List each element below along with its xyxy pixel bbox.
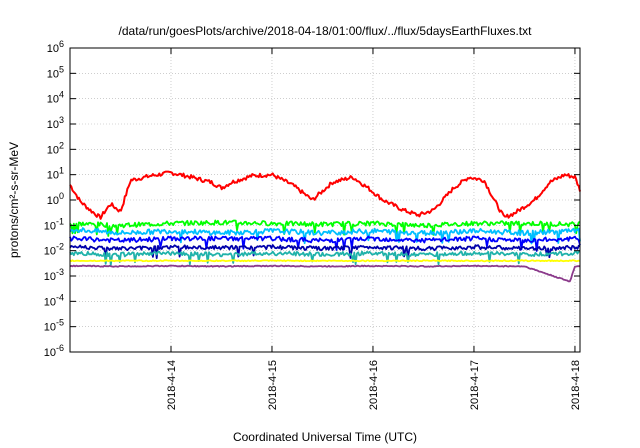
y-tick-label: 104: [47, 90, 64, 106]
chart-title: /data/run/goesPlots/archive/2018-04-18/0…: [119, 24, 533, 38]
y-tick-label: 103: [47, 115, 64, 131]
grid-lines: [70, 47, 580, 353]
x-tick-label: 2018-4-16: [368, 360, 380, 410]
y-tick-label: 102: [47, 140, 64, 156]
series-line: [69, 219, 581, 237]
y-axis-label: protons/cm²-s-sr-MeV: [7, 142, 21, 258]
x-axis-ticks: 2018-4-14 2018-4-15 2018-4-16 2018-4-17 2018…: [166, 48, 582, 410]
y-tick-label: 105: [47, 64, 64, 80]
x-tick-label: 2018-4-15: [267, 360, 279, 410]
series-line: [69, 264, 580, 283]
series-line: [69, 227, 581, 245]
y-tick-label: 10-2: [44, 242, 64, 258]
series-line: [69, 259, 581, 263]
x-tick-label: 2018-4-14: [166, 360, 178, 410]
y-tick-label: 106: [47, 39, 64, 55]
y-tick-label: 10-4: [44, 292, 64, 308]
series-line: [69, 170, 581, 220]
y-tick-label: 10-1: [44, 216, 64, 232]
plot-series: [69, 170, 581, 283]
y-tick-label: 101: [47, 166, 64, 182]
series-line: [69, 244, 581, 260]
y-tick-label: 10-3: [44, 267, 64, 283]
y-tick-label: 10-5: [44, 318, 64, 334]
x-axis-label: Coordinated Universal Time (UTC): [233, 430, 417, 444]
y-tick-label: 10-6: [44, 343, 64, 359]
y-axis-ticks: 106 105 104 103 102 101 100 10-1 10-2 10-3 10-4 10-…: [44, 39, 580, 359]
x-tick-label: 2018-4-18: [570, 360, 582, 410]
y-tick-label: 100: [47, 191, 64, 207]
x-tick-label: 2018-4-17: [469, 360, 481, 410]
series-line: [69, 235, 581, 252]
series-line: [69, 250, 580, 266]
